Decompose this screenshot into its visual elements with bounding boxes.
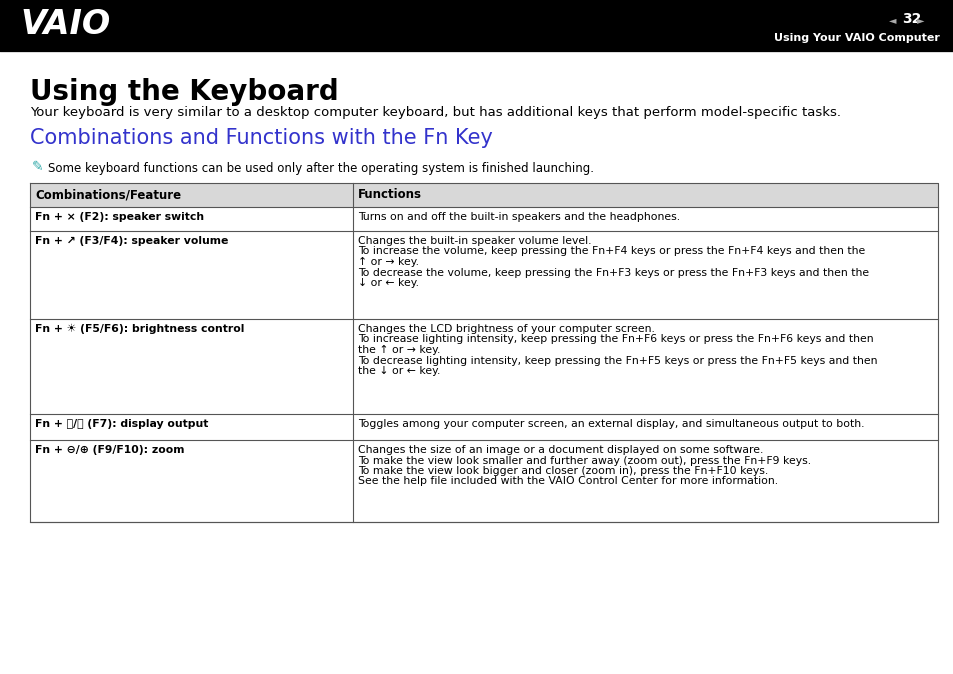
Text: Fn + × (F2): speaker switch: Fn + × (F2): speaker switch (35, 212, 204, 222)
Text: Toggles among your computer screen, an external display, and simultaneous output: Toggles among your computer screen, an e… (358, 419, 863, 429)
Text: See the help file included with the VAIO Control Center for more information.: See the help file included with the VAIO… (358, 477, 778, 487)
Text: Changes the built-in speaker volume level.: Changes the built-in speaker volume leve… (358, 236, 591, 246)
Text: Changes the size of an image or a document displayed on some software.: Changes the size of an image or a docume… (358, 445, 762, 455)
Text: To decrease the volume, keep pressing the Fn+F3 keys or press the Fn+F3 keys and: To decrease the volume, keep pressing th… (358, 268, 868, 278)
Text: Combinations/Feature: Combinations/Feature (35, 189, 181, 202)
Text: Using the Keyboard: Using the Keyboard (30, 78, 338, 106)
Text: the ↑ or → key.: the ↑ or → key. (358, 345, 440, 355)
Text: ◄: ◄ (888, 15, 896, 25)
Text: Functions: Functions (358, 189, 422, 202)
Text: Turns on and off the built-in speakers and the headphones.: Turns on and off the built-in speakers a… (358, 212, 679, 222)
Text: ↑ or → key.: ↑ or → key. (358, 257, 418, 267)
Text: the ↓ or ← key.: the ↓ or ← key. (358, 366, 440, 376)
Text: Changes the LCD brightness of your computer screen.: Changes the LCD brightness of your compu… (358, 324, 655, 334)
Text: Fn + ⊖/⊕ (F9/F10): zoom: Fn + ⊖/⊕ (F9/F10): zoom (35, 445, 184, 455)
Text: To decrease lighting intensity, keep pressing the Fn+F5 keys or press the Fn+F5 : To decrease lighting intensity, keep pre… (358, 355, 877, 365)
Text: Fn + ☀ (F5/F6): brightness control: Fn + ☀ (F5/F6): brightness control (35, 324, 244, 334)
Text: Some keyboard functions can be used only after the operating system is finished : Some keyboard functions can be used only… (48, 162, 594, 175)
Text: Your keyboard is very similar to a desktop computer keyboard, but has additional: Your keyboard is very similar to a deskt… (30, 106, 841, 119)
Text: 32: 32 (901, 12, 921, 26)
Text: VAIO: VAIO (20, 9, 111, 42)
Text: ↓ or ← key.: ↓ or ← key. (358, 278, 418, 288)
Text: To make the view look bigger and closer (zoom in), press the Fn+F10 keys.: To make the view look bigger and closer … (358, 466, 768, 476)
Bar (30, 183, 937, 207)
Text: Using Your VAIO Computer: Using Your VAIO Computer (773, 33, 939, 43)
Text: ✎: ✎ (32, 160, 44, 174)
Text: Fn + ↗ (F3/F4): speaker volume: Fn + ↗ (F3/F4): speaker volume (35, 236, 228, 246)
Text: Fn + ⎙/⎘ (F7): display output: Fn + ⎙/⎘ (F7): display output (35, 419, 208, 429)
Text: Combinations and Functions with the Fn Key: Combinations and Functions with the Fn K… (30, 128, 493, 148)
Bar (0, 0, 953, 52)
Text: To increase the volume, keep pressing the Fn+F4 keys or press the Fn+F4 keys and: To increase the volume, keep pressing th… (358, 247, 864, 257)
Text: ►: ► (916, 15, 923, 25)
Text: To make the view look smaller and further away (zoom out), press the Fn+F9 keys.: To make the view look smaller and furthe… (358, 456, 810, 466)
Text: To increase lighting intensity, keep pressing the Fn+F6 keys or press the Fn+F6 : To increase lighting intensity, keep pre… (358, 334, 873, 344)
